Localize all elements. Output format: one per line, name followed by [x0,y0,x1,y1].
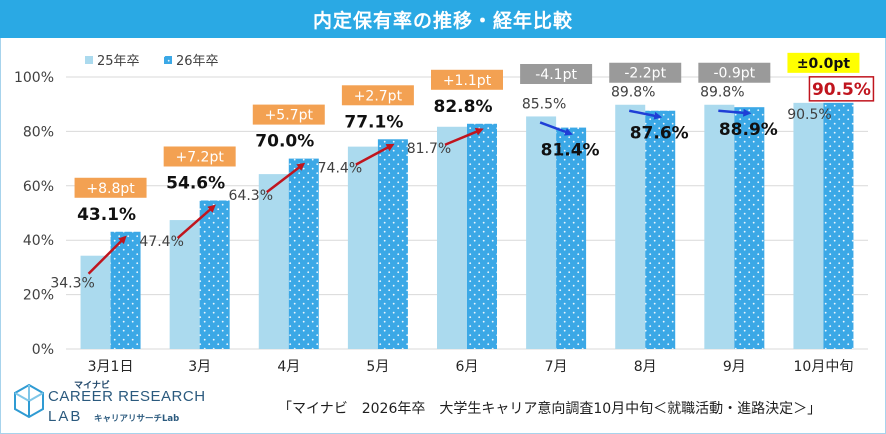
diff-badge-label: +8.8pt [86,181,135,197]
value-label-25: 89.8% [700,85,744,101]
x-tick-label: 8月 [634,359,657,375]
value-label-25: 81.7% [407,141,451,157]
logo-main-text: CAREER RESEARCH [48,388,206,405]
logo-lab-text: LAB [48,408,83,425]
bar-26 [288,158,319,349]
x-tick-label: 6月 [456,359,479,375]
value-label-26: 88.9% [719,120,778,140]
trend-arrow-up [266,162,306,194]
value-label-26: 43.1% [77,205,136,225]
source-note: 「マイナビ 2026年卒 大学生キャリア意向調査10月中旬＜就職活動・進路決定＞… [278,401,822,417]
diff-badge-label: +2.7pt [354,88,403,104]
value-label-25: 64.3% [229,188,273,204]
y-tick-label: 40% [23,233,54,249]
diff-badge [252,104,325,125]
trend-arrow-up [176,204,216,240]
x-tick-label: 10月中旬 [794,359,854,375]
trend-arrow-down [628,109,663,120]
logo-sub-text: キャリアリサーチLab [94,414,180,424]
value-label-25: 90.5% [787,107,831,123]
diff-badge [341,85,414,106]
bar-25 [258,174,289,349]
bar-26 [467,123,497,349]
bar-26 [199,200,230,349]
bar-25 [80,255,111,349]
diff-badge-label: -2.2pt [624,66,666,82]
chart-title: 内定保有率の推移・経年比較 [0,0,886,38]
value-label-26: 70.0% [255,132,314,152]
trend-arrow-up [87,235,127,275]
bar-25 [526,116,557,349]
y-tick-label: 60% [23,179,54,195]
trend-arrow-down [539,121,573,136]
bar-25 [793,102,824,349]
x-tick-label: 4月 [277,359,300,375]
diff-badge [787,52,860,73]
bar-25 [169,220,200,349]
y-tick-label: 20% [23,288,54,304]
value-label-26: 90.5% [812,80,871,100]
trend-arrow-down [718,108,752,117]
bar-26 [110,231,141,349]
value-label-25: 47.4% [139,234,183,250]
legend-label-25: 25年卒 [97,54,140,69]
diff-badge-label: -4.1pt [535,67,577,83]
bar-25 [347,146,378,349]
x-tick-label: 9月 [723,359,746,375]
diff-badge-label: +7.2pt [175,149,224,165]
diff-badge [431,69,503,90]
value-label-26: 87.6% [630,124,689,144]
bar-26 [377,139,408,349]
x-tick-label: 3月1日 [88,359,134,375]
diff-badge [520,64,593,84]
diff-badge-label: +1.1pt [443,73,492,89]
x-tick-label: 3月 [188,359,211,375]
x-tick-label: 7月 [545,359,568,375]
diff-badge [609,62,682,83]
highlight-box [808,76,875,102]
diff-badge [74,177,147,198]
value-label-26: 82.8% [434,97,493,117]
diff-badge [163,146,236,167]
bar-26 [645,110,676,349]
value-label-25: 89.8% [611,85,655,101]
bar-26 [734,107,765,349]
trend-arrow-up [444,128,484,146]
cube-logo-icon [14,383,44,419]
trend-arrow-up [355,143,395,166]
legend-swatch-25 [85,56,93,64]
value-label-26: 77.1% [344,112,403,132]
bar-25 [615,104,646,349]
value-label-25: 34.3% [50,276,94,292]
value-label-25: 85.5% [522,96,566,112]
bar-26 [823,102,854,349]
diff-badge-label: -0.9pt [713,66,755,82]
legend-label-26: 26年卒 [176,54,219,69]
diff-badge-label: +5.7pt [265,108,314,124]
y-tick-label: 80% [23,124,54,140]
diff-badge-label: ±0.0pt [797,56,851,72]
bar-25 [437,126,467,349]
bar-25 [704,104,735,349]
y-tick-label: 0% [32,342,54,358]
value-label-26: 81.4% [541,141,600,161]
diff-badge [698,62,771,83]
legend-swatch-26 [164,56,172,64]
y-tick-label: 100% [14,70,54,86]
logo-brand-small: マイナビ [74,381,110,391]
value-label-26: 54.6% [166,173,225,193]
bar-26 [556,127,587,349]
value-label-25: 74.4% [318,161,362,177]
career-research-lab-logo: マイナビ CAREER RESEARCH LAB キャリアリサーチLab [12,378,222,430]
x-tick-label: 5月 [366,359,389,375]
